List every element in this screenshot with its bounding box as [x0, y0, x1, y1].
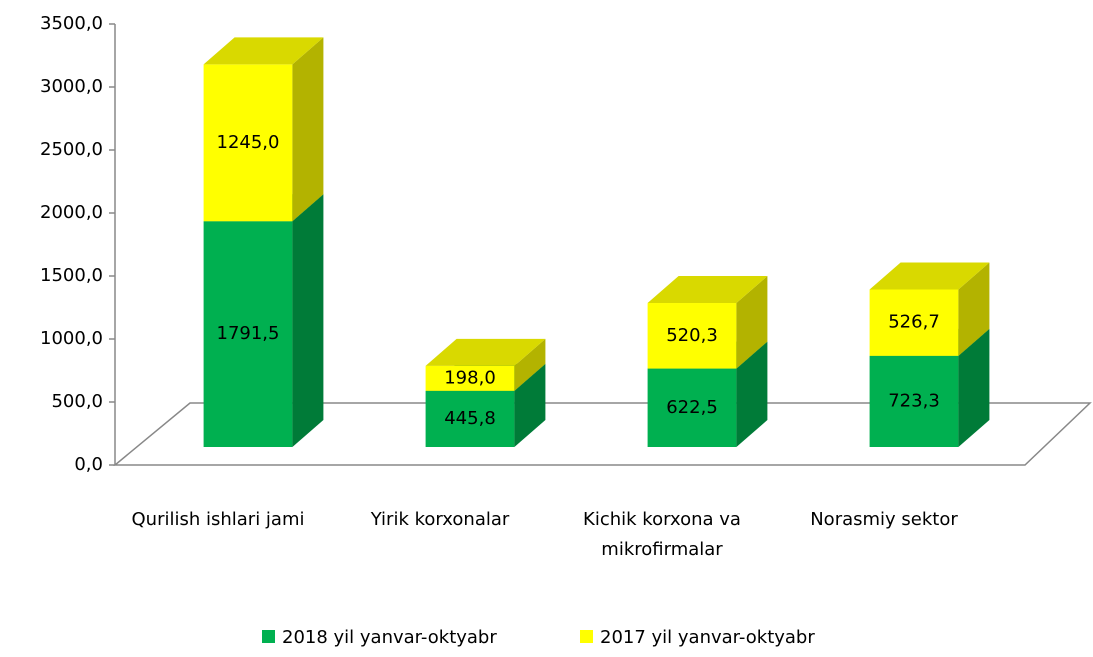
bar-side — [736, 341, 768, 447]
bar-side — [514, 363, 546, 447]
bar-front — [425, 390, 515, 447]
bar-side — [736, 276, 768, 369]
y-tick-label: 1500,0 — [40, 265, 103, 286]
data-label: 526,7 — [888, 312, 940, 333]
y-tick-label: 3000,0 — [40, 76, 103, 97]
bar-side — [514, 338, 546, 391]
bar-front — [869, 289, 959, 356]
bar-front — [869, 355, 959, 447]
bar-segment — [647, 276, 768, 369]
y-tick-label: 0,0 — [74, 454, 103, 475]
bar-front — [647, 368, 737, 447]
bar-side — [292, 194, 324, 447]
bar-top — [647, 276, 768, 304]
x-tick-label: Yirik korxonalar — [370, 509, 510, 530]
bar-front — [203, 221, 293, 447]
bar-side — [292, 37, 324, 222]
bar-side — [958, 262, 990, 356]
bar-front — [203, 64, 293, 222]
legend-label: 2018 yil yanvar-oktyabr — [282, 627, 497, 648]
y-tick-label: 3500,0 — [40, 13, 103, 34]
data-label: 520,3 — [666, 325, 718, 346]
bar-top — [425, 338, 546, 366]
data-label: 622,5 — [666, 397, 718, 418]
x-tick-label: Qurilish ishlari jami — [131, 509, 305, 530]
floor — [112, 402, 1092, 466]
legend-swatch — [262, 630, 275, 643]
bar-segment — [203, 37, 324, 222]
bar-top — [203, 37, 324, 65]
data-label: 445,8 — [444, 408, 496, 429]
bar-segment — [203, 194, 324, 447]
bar-top — [869, 262, 990, 290]
bar-segment — [425, 338, 546, 391]
data-label: 198,0 — [444, 367, 496, 388]
legend-swatch — [580, 630, 593, 643]
y-tick-label: 2500,0 — [40, 139, 103, 160]
x-tick-label: Kichik korxona va mikrofirmalar — [583, 509, 741, 560]
bar-front — [425, 365, 515, 391]
data-label: 723,3 — [888, 390, 940, 411]
legend-label: 2017 yil yanvar-oktyabr — [600, 627, 815, 648]
bar-side — [958, 328, 990, 447]
data-label: 1245,0 — [217, 132, 280, 153]
y-tick-label: 2000,0 — [40, 202, 103, 223]
bar-front — [647, 303, 737, 369]
y-tick-label: 500,0 — [51, 391, 103, 412]
bar-segment — [869, 262, 990, 356]
data-label: 1791,5 — [217, 323, 280, 344]
y-tick-label: 1000,0 — [40, 328, 103, 349]
x-tick-label: Norasmiy sektor — [810, 509, 958, 530]
